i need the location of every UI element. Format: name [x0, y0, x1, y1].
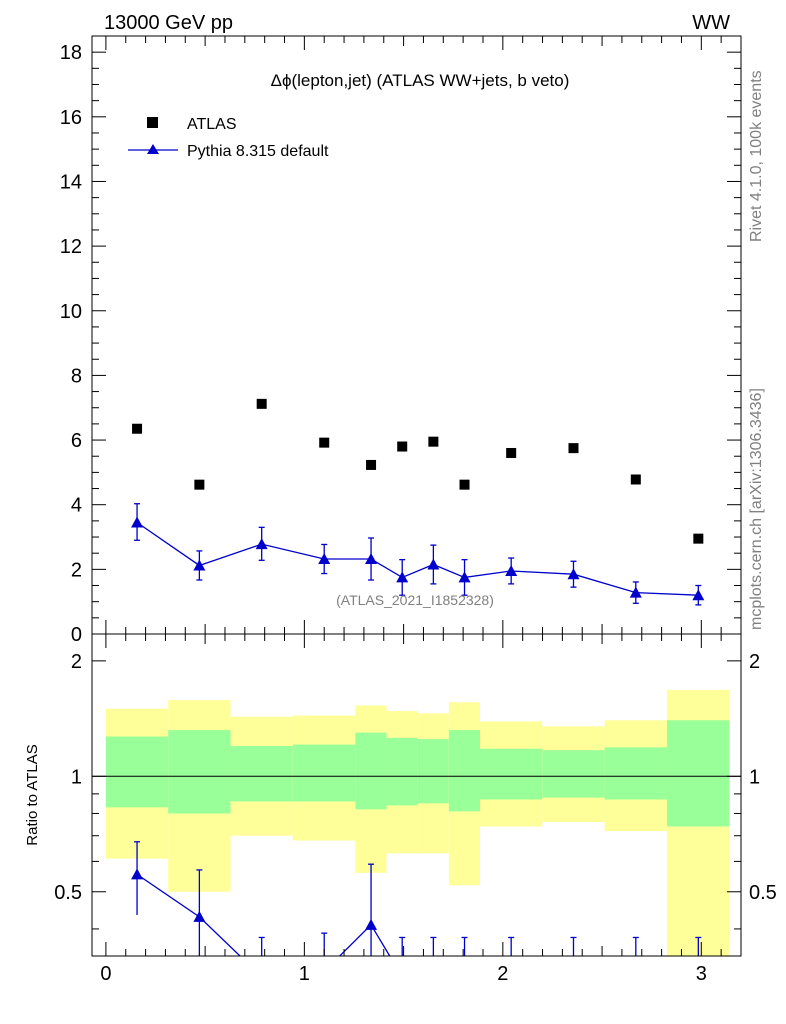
ratio-ytick-label-right: 2 [749, 651, 760, 673]
pythia-point [365, 553, 378, 565]
ratio-pythia-point [131, 868, 144, 880]
header-right: WW [692, 12, 730, 34]
ratio-band-inner [666, 720, 730, 827]
legend-atlas-label: ATLAS [187, 116, 237, 133]
header-left: 13000 GeV pp [104, 12, 233, 34]
atlas-point [630, 474, 641, 485]
ratio-band-inner [448, 730, 481, 812]
ratio-band-inner [417, 739, 449, 804]
ratio-xtick-label: 2 [497, 963, 508, 985]
atlas-point [693, 533, 704, 544]
ratio-xtick-label: 1 [299, 963, 310, 985]
main-series [131, 398, 705, 606]
ratio-xtick-label: 3 [696, 963, 707, 985]
ratio-band-inner [168, 730, 231, 814]
pythia-point [396, 571, 409, 583]
ratio-ylabel: Ratio to ATLAS [24, 744, 41, 845]
ratio-pythia-point [365, 918, 378, 930]
main-ytick-label: 18 [60, 42, 82, 64]
ratio-xtick-label: 0 [100, 963, 111, 985]
ratio-series [131, 841, 702, 982]
ratio-band-inner [480, 748, 543, 800]
main-ytick-label: 16 [60, 107, 82, 129]
ratio-band-inner [386, 737, 418, 806]
pythia-line [136, 521, 699, 596]
pythia-point [255, 538, 268, 550]
pythia-point [692, 589, 705, 601]
mcplots-label: mcplots.cern.ch [arXiv:1306.3436] [748, 388, 765, 630]
legend-pythia-label: Pythia 8.315 default [187, 143, 329, 160]
ratio-pythia-point [396, 971, 408, 982]
pythia-point [131, 516, 144, 528]
atlas-point [366, 459, 377, 470]
main-ytick-label: 14 [60, 171, 82, 193]
ratio-frame [91, 633, 742, 957]
pythia-point [505, 564, 518, 576]
atlas-point [459, 479, 470, 490]
atlas-point [568, 443, 579, 454]
ratio-band-inner [542, 750, 605, 798]
legend-atlas-marker [147, 117, 158, 128]
ratio-pythia-point [459, 971, 471, 982]
ratio-ytick-label: 0.5 [54, 882, 82, 904]
plot-title: Δϕ(lepton,jet) (ATLAS WW+jets, b veto) [271, 71, 570, 90]
ratio-ytick-label-right: 1 [749, 766, 760, 788]
ratio-band-inner [355, 732, 387, 810]
ratio-ytick-label: 1 [71, 766, 82, 788]
atlas-point [256, 398, 267, 409]
main-ytick-label: 10 [60, 301, 82, 323]
main-ytick-label: 2 [71, 559, 82, 581]
ratio-band-inner [105, 736, 169, 808]
atlas-point [132, 423, 143, 434]
atlas-point [194, 479, 205, 490]
atlas-point [319, 437, 330, 448]
pythia-point [193, 559, 206, 571]
ratio-pythia-point [427, 971, 439, 982]
ratio-pythia-point [256, 971, 268, 982]
main-ytick-label: 12 [60, 236, 82, 258]
atlas-point [397, 441, 408, 452]
ratio-band-inner [604, 747, 667, 800]
legend-pythia-marker [147, 144, 159, 154]
rivet-label: Rivet 4.1.0, 100k events [748, 70, 765, 242]
atlas-point [428, 436, 439, 447]
ratio-ytick-label: 2 [71, 651, 82, 673]
pythia-point [629, 586, 642, 598]
ratio-pythia-point [630, 971, 642, 982]
ratio-pythia-point [567, 971, 579, 982]
ratio-ytick-label-right: 0.5 [749, 882, 777, 904]
ratio-band-inner [230, 745, 293, 802]
main-ytick-label: 4 [71, 495, 82, 517]
ratio-pythia-point [193, 910, 206, 922]
main-ytick-label: 0 [71, 624, 82, 646]
pythia-point [427, 558, 440, 570]
ratio-pythia-point [318, 965, 330, 976]
pythia-point [458, 571, 471, 583]
ratio-band-inner [292, 744, 356, 802]
main-ytick-label: 8 [71, 365, 82, 387]
pythia-point [567, 568, 580, 580]
watermark: (ATLAS_2021_I1852328) [336, 592, 494, 608]
atlas-point [506, 447, 517, 458]
pythia-point [318, 553, 331, 565]
main-ytick-label: 6 [71, 430, 82, 452]
legend: ATLAS Pythia 8.315 default [128, 116, 329, 160]
